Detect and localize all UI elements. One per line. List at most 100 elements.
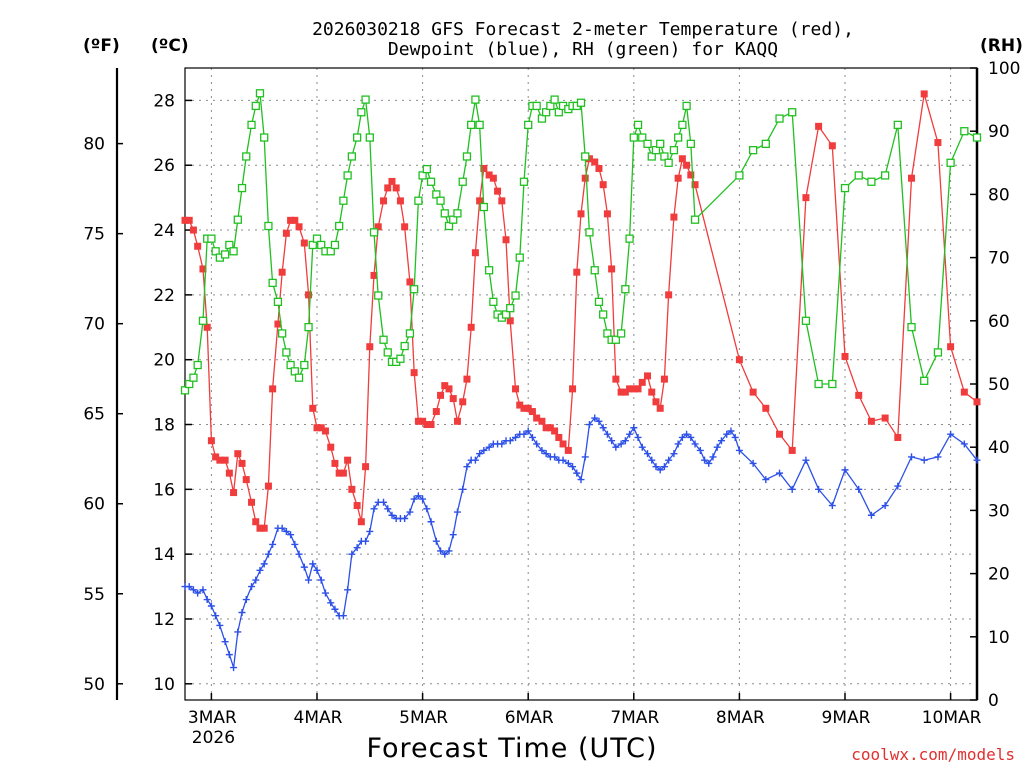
rh-unit-label: (RH) — [980, 36, 1023, 56]
data-point — [335, 469, 343, 477]
rh-tick-label: 80 — [988, 185, 1010, 205]
data-point — [370, 271, 378, 279]
data-point — [471, 249, 479, 257]
data-point — [189, 226, 197, 234]
data-point — [735, 171, 744, 180]
data-point — [294, 373, 304, 382]
data-point — [260, 524, 268, 532]
data-point — [194, 242, 202, 250]
x-tick-label: 8MAR — [716, 708, 765, 728]
data-point — [550, 95, 559, 104]
data-point — [591, 414, 599, 422]
data-point — [564, 459, 572, 467]
data-point — [603, 210, 611, 218]
data-point — [268, 278, 277, 288]
data-point — [542, 424, 550, 432]
data-point — [230, 489, 238, 497]
data-point — [652, 398, 660, 406]
data-point — [644, 372, 652, 380]
data-point — [634, 433, 642, 441]
data-point — [595, 164, 603, 172]
data-point — [453, 417, 461, 425]
rh-tick-label: 90 — [988, 122, 1010, 142]
data-point — [585, 228, 594, 237]
data-point — [237, 183, 247, 193]
data-point — [282, 348, 291, 357]
chart-title-line-2: Dewpoint (blue), RH (green) for KAQQ — [388, 39, 778, 60]
data-point — [260, 560, 268, 568]
data-point — [479, 202, 488, 212]
data-point — [559, 440, 567, 448]
data-point — [295, 223, 303, 231]
data-point — [520, 404, 528, 412]
data-point — [551, 453, 559, 461]
data-point — [189, 373, 198, 382]
data-point — [687, 433, 695, 441]
data-point — [630, 385, 638, 393]
x-tick-label: 7MAR — [610, 708, 659, 728]
data-point — [432, 408, 440, 416]
data-point — [748, 146, 758, 155]
data-point — [453, 508, 461, 516]
data-point — [867, 417, 875, 425]
data-point — [331, 459, 339, 467]
data-point — [199, 586, 207, 594]
plot-frame — [184, 67, 978, 701]
data-point — [401, 223, 409, 231]
data-point — [352, 133, 362, 142]
credit-text: coolwx.com/models — [851, 745, 1015, 764]
celsius-tick-label: 26 — [153, 156, 175, 176]
data-point — [828, 142, 836, 150]
data-point — [573, 469, 581, 477]
data-point — [193, 360, 202, 370]
celsius-tick-label: 10 — [153, 675, 175, 695]
data-point — [242, 476, 250, 484]
series-square-filled — [181, 90, 981, 532]
data-point — [374, 223, 382, 231]
data-point — [286, 360, 295, 370]
data-point — [524, 120, 533, 130]
data-point — [278, 268, 286, 276]
x-axis-title: Forecast Time (UTC) — [366, 733, 657, 764]
data-point — [229, 247, 238, 256]
data-point — [670, 213, 678, 221]
data-point — [238, 459, 246, 467]
data-point — [383, 348, 392, 357]
data-point — [735, 446, 743, 454]
data-point — [444, 221, 454, 231]
data-point — [380, 498, 388, 506]
data-point — [471, 95, 480, 104]
data-point — [960, 388, 968, 396]
data-point — [410, 285, 419, 294]
data-point — [207, 602, 215, 610]
data-point — [611, 335, 620, 344]
data-point — [287, 216, 295, 224]
data-point — [476, 450, 484, 458]
data-point — [590, 266, 599, 275]
data-point — [418, 171, 427, 180]
data-point — [855, 391, 863, 399]
data-point — [432, 190, 441, 199]
data-point — [282, 527, 290, 535]
data-point — [801, 316, 811, 325]
data-point — [776, 469, 784, 477]
data-point — [682, 101, 691, 111]
axes: 50 55 60 65 70 75 80 10 12 14 16 18 20 22 24 26 28 0 10 20 3… — [83, 59, 1020, 748]
data-point — [532, 101, 541, 111]
data-point — [683, 430, 691, 438]
data-point — [471, 456, 479, 464]
data-point — [546, 424, 554, 432]
celsius-tick-label: 16 — [153, 480, 175, 500]
data-point — [331, 605, 339, 613]
data-point — [629, 133, 638, 142]
data-point — [225, 469, 233, 477]
data-point — [374, 291, 383, 300]
data-point — [414, 492, 422, 500]
data-point — [542, 108, 551, 117]
data-point — [489, 174, 497, 182]
data-point — [594, 297, 604, 306]
data-point — [660, 463, 668, 471]
data-point — [221, 638, 229, 646]
data-point — [220, 250, 230, 259]
data-point — [426, 177, 436, 186]
